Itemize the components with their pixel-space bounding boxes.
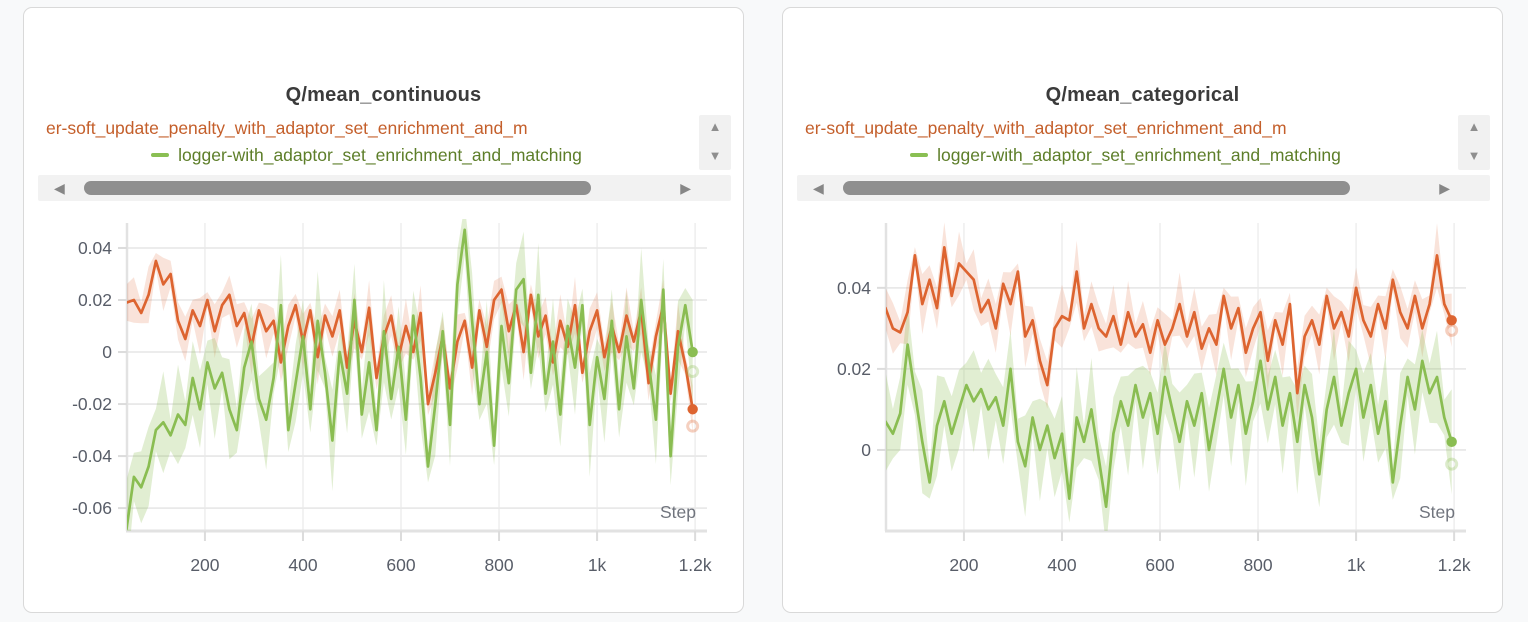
y-tick-label: 0.04 bbox=[78, 238, 112, 258]
series-end-ring-1 bbox=[1445, 457, 1459, 471]
series-band-1 bbox=[886, 304, 1452, 531]
legend-run1-label: er-soft_update_penalty_with_adaptor_set_… bbox=[805, 118, 1287, 138]
plot-area[interactable]: 0.04 0.02 0 200 400 600 800 1k 1.2k Step bbox=[783, 8, 1501, 611]
legend-run2-line-swatch bbox=[151, 152, 170, 158]
y-tick-label: -0.06 bbox=[72, 498, 112, 518]
x-tick-label: 800 bbox=[484, 555, 513, 575]
scrollbar-thumb[interactable] bbox=[843, 181, 1350, 195]
y-tick-label: -0.02 bbox=[72, 394, 112, 414]
series-line-0[interactable] bbox=[886, 245, 1454, 395]
x-tick-label: 1k bbox=[1347, 555, 1366, 575]
x-tick-label: 1.2k bbox=[1438, 555, 1471, 575]
scroll-left-icon[interactable]: ◀ bbox=[54, 180, 65, 196]
y-tick-label: 0 bbox=[102, 342, 112, 362]
series-end-ring-1 bbox=[686, 365, 700, 379]
chart-panel-mean-categorical: Q/mean_categorical er-soft_update_penalt… bbox=[782, 7, 1503, 613]
series-band-1 bbox=[127, 219, 693, 531]
legend-box: er-soft_update_penalty_with_adaptor_set_… bbox=[38, 115, 731, 201]
legend-run2-label: logger-with_adaptor_set_enrichment_and_m… bbox=[178, 145, 582, 165]
x-axis-title: Step bbox=[660, 502, 696, 522]
y-tick-label: 0.04 bbox=[837, 278, 871, 298]
y-tick-label: 0.02 bbox=[78, 290, 112, 310]
plot-area[interactable]: 0.04 0.02 0 -0.02 -0.04 -0.06 200 400 600 800 1k 1.… bbox=[24, 8, 742, 611]
series-end-dot-0[interactable] bbox=[1446, 315, 1457, 326]
x-tick-label: 200 bbox=[949, 555, 978, 575]
x-tick-label: 400 bbox=[1047, 555, 1076, 575]
x-tick-label: 800 bbox=[1243, 555, 1272, 575]
y-tick-label: 0.02 bbox=[837, 359, 871, 379]
scroll-down-icon[interactable]: ▼ bbox=[1467, 148, 1481, 163]
x-tick-label: 400 bbox=[288, 555, 317, 575]
legend-item-run1[interactable]: er-soft_update_penalty_with_adaptor_set_… bbox=[805, 115, 1454, 141]
legend-item-run2[interactable]: logger-with_adaptor_set_enrichment_and_m… bbox=[38, 142, 695, 168]
scroll-right-icon[interactable]: ▶ bbox=[1439, 180, 1450, 196]
legend-horizontal-scrollbar[interactable]: ◀ ▶ bbox=[38, 175, 731, 201]
x-tick-label: 200 bbox=[190, 555, 219, 575]
x-tick-label: 600 bbox=[1145, 555, 1174, 575]
series-band-0 bbox=[886, 222, 1452, 419]
legend-horizontal-scrollbar[interactable]: ◀ ▶ bbox=[797, 175, 1490, 201]
chart-title: Q/mean_continuous bbox=[285, 84, 482, 106]
series-end-dot-1[interactable] bbox=[687, 346, 698, 358]
y-tick-label: -0.04 bbox=[72, 446, 112, 466]
series-line-1[interactable] bbox=[127, 228, 695, 531]
legend-run2-label: logger-with_adaptor_set_enrichment_and_m… bbox=[937, 145, 1341, 165]
legend-item-run1[interactable]: er-soft_update_penalty_with_adaptor_set_… bbox=[46, 115, 695, 141]
x-tick-label: 1.2k bbox=[679, 555, 712, 575]
legend-vertical-scrollbar[interactable]: ▲ ▼ bbox=[1458, 115, 1490, 170]
y-tick-label: 0 bbox=[861, 440, 871, 460]
chart-title: Q/mean_categorical bbox=[1045, 84, 1240, 106]
series-line-0[interactable] bbox=[127, 259, 695, 411]
x-axis-title: Step bbox=[1419, 502, 1455, 522]
scroll-down-icon[interactable]: ▼ bbox=[708, 148, 722, 163]
scroll-right-icon[interactable]: ▶ bbox=[680, 180, 691, 196]
series-line-1[interactable] bbox=[886, 343, 1454, 509]
scroll-up-icon[interactable]: ▲ bbox=[1467, 119, 1481, 134]
legend-box: er-soft_update_penalty_with_adaptor_set_… bbox=[797, 115, 1490, 201]
legend-run1-label: er-soft_update_penalty_with_adaptor_set_… bbox=[46, 118, 528, 138]
chart-panel-mean-continuous: Q/mean_continuous er-soft_update_penalty… bbox=[23, 7, 744, 613]
legend-vertical-scrollbar[interactable]: ▲ ▼ bbox=[699, 115, 731, 170]
legend-item-run2[interactable]: logger-with_adaptor_set_enrichment_and_m… bbox=[797, 142, 1454, 168]
series-end-ring-0 bbox=[686, 419, 700, 433]
x-tick-label: 1k bbox=[588, 555, 607, 575]
x-tick-label: 600 bbox=[386, 555, 415, 575]
legend-run2-line-swatch bbox=[910, 152, 929, 158]
scroll-up-icon[interactable]: ▲ bbox=[708, 119, 722, 134]
scroll-left-icon[interactable]: ◀ bbox=[813, 180, 824, 196]
series-end-dot-0[interactable] bbox=[687, 404, 698, 415]
scrollbar-thumb[interactable] bbox=[84, 181, 591, 195]
series-end-dot-1[interactable] bbox=[1446, 436, 1457, 448]
